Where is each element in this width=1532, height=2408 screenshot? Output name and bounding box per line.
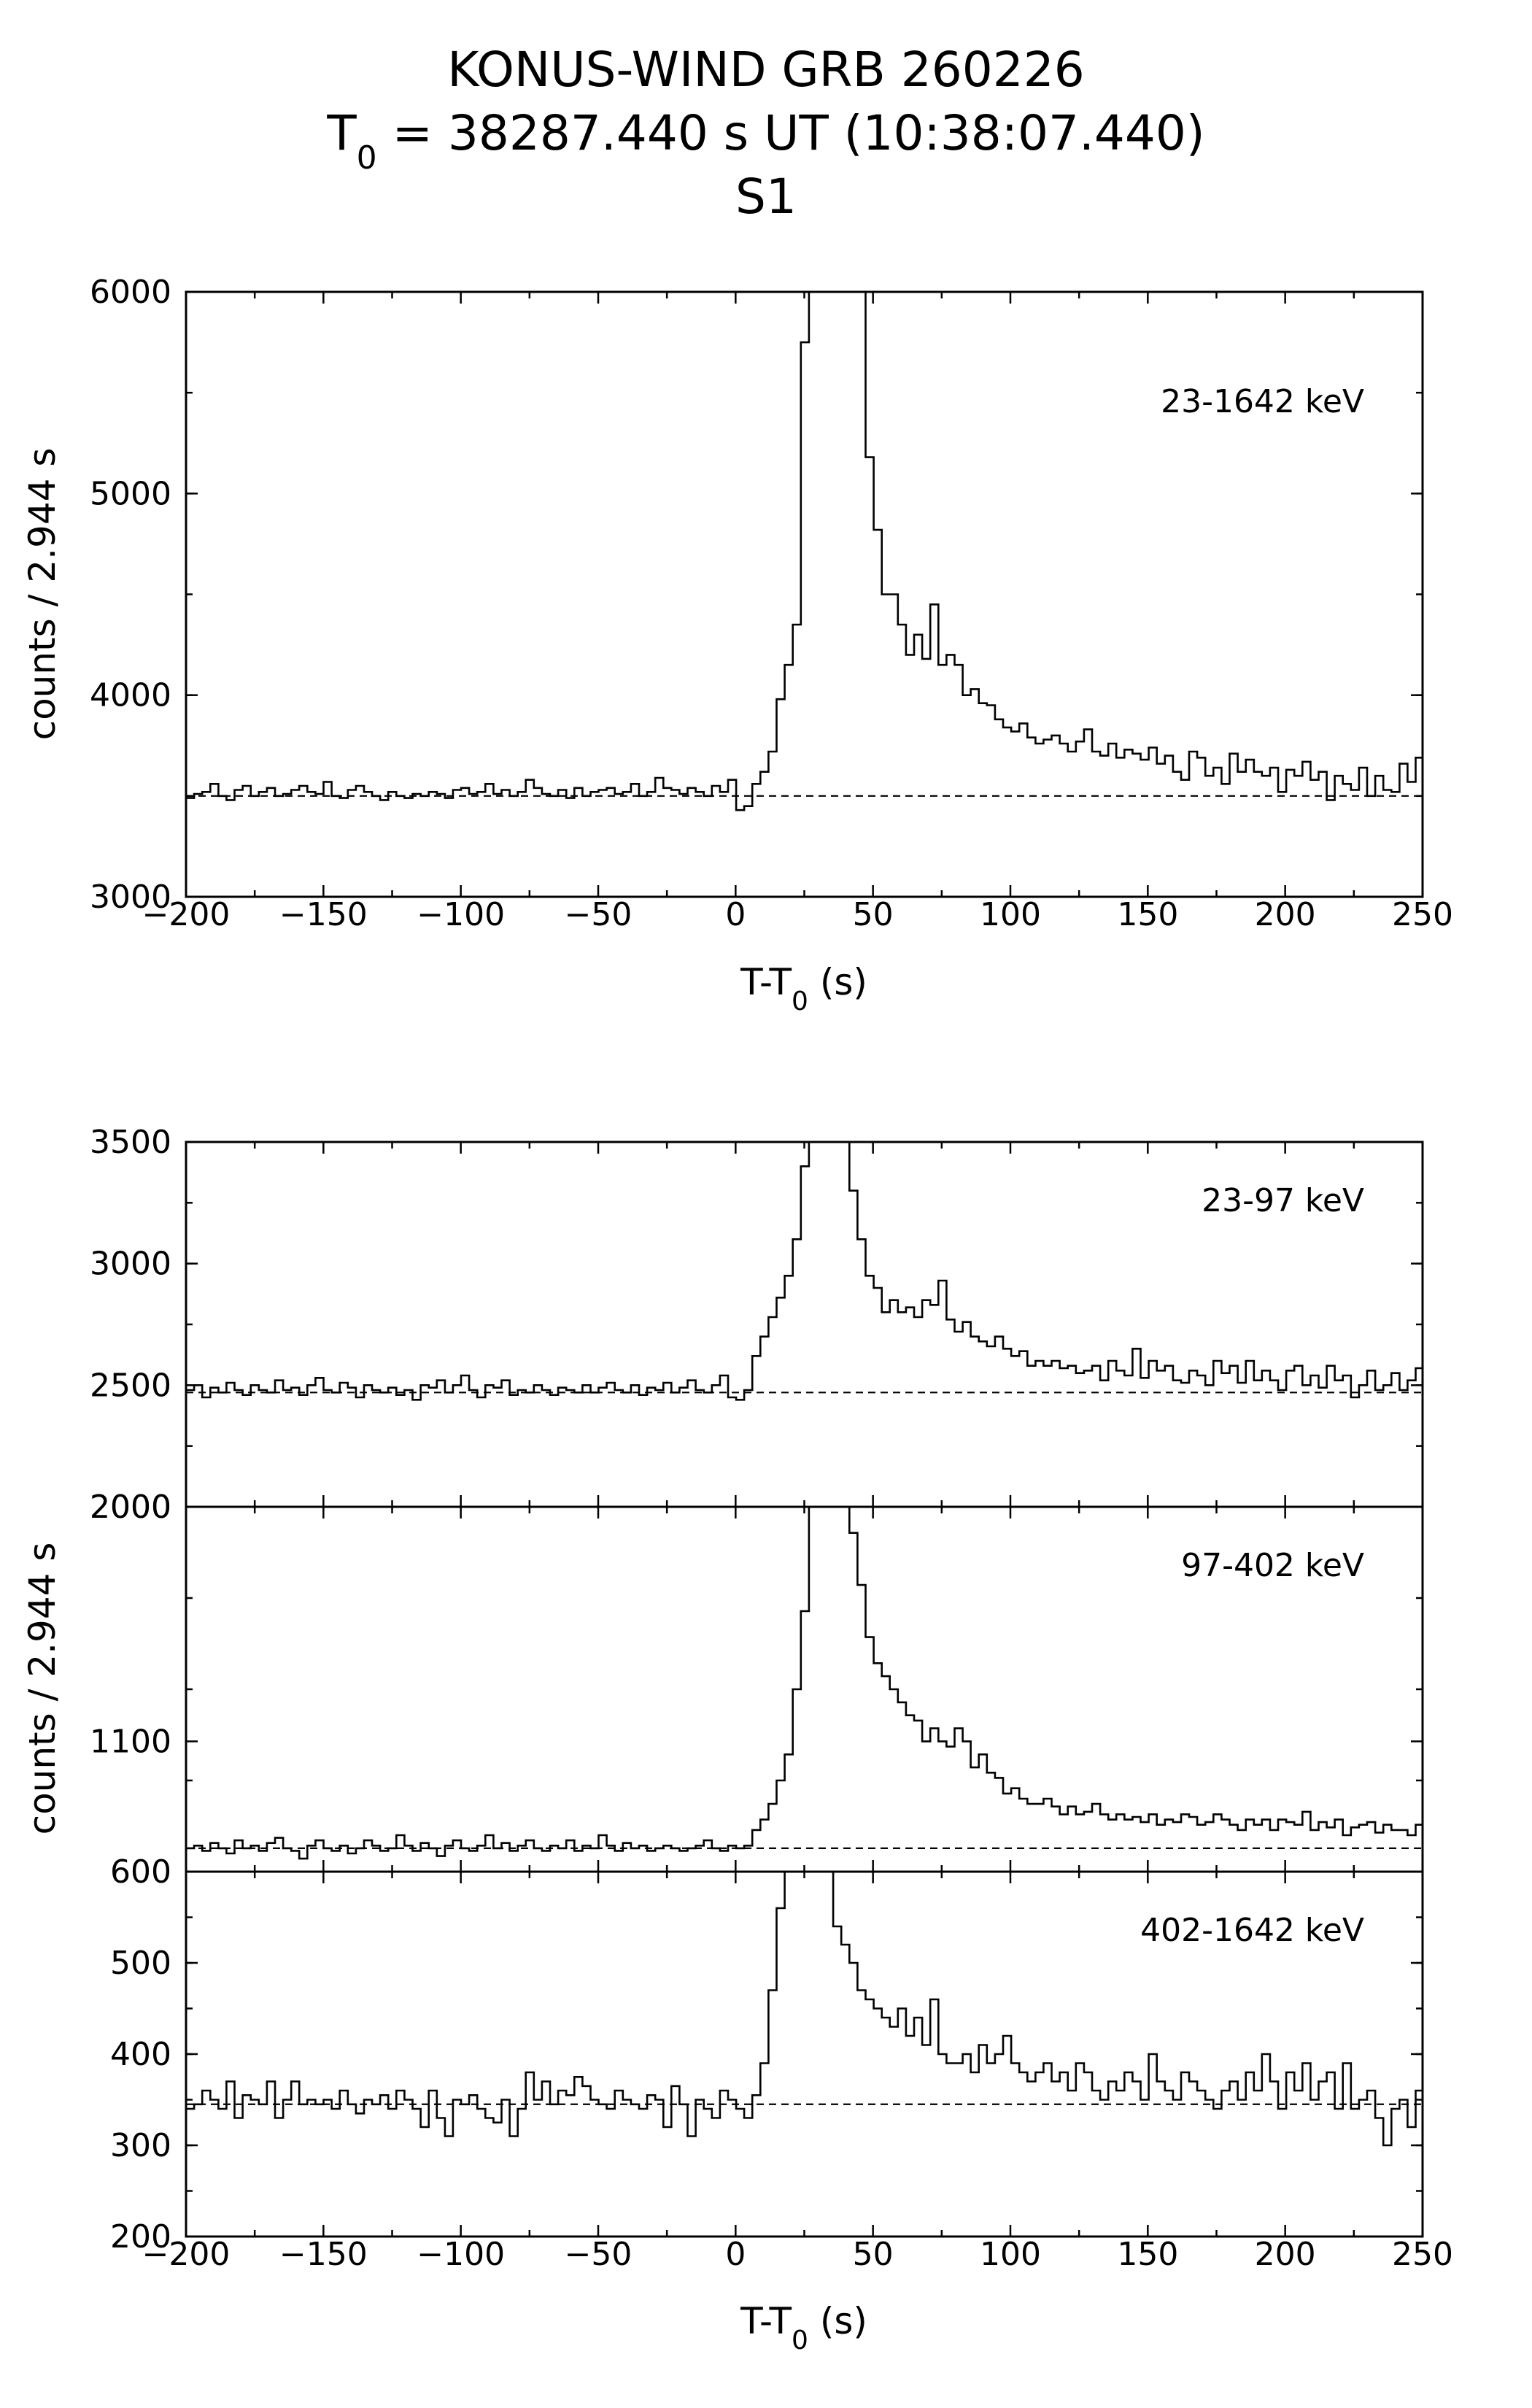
x-tick-label: 250 xyxy=(1392,896,1453,933)
xlabel-top: T-T0 (s) xyxy=(740,961,867,1016)
y-tick-label: 3000 xyxy=(90,879,171,916)
x-tick-label: 50 xyxy=(853,896,894,933)
y-tick-label: 500 xyxy=(110,1945,171,1982)
y-tick-label: 600 xyxy=(110,1853,171,1891)
y-tick-label: 3000 xyxy=(90,1246,171,1283)
x-tick-label: −50 xyxy=(565,2236,632,2273)
x-tick-label: 150 xyxy=(1117,896,1178,933)
figure-title: KONUS-WIND GRB 260226 T0 = 38287.440 s U… xyxy=(326,42,1204,225)
x-tick-label: 0 xyxy=(725,2236,746,2273)
band-label: 23-97 keV xyxy=(1202,1182,1364,1219)
x-tick-label: 50 xyxy=(853,2236,894,2273)
x-tick-label: 100 xyxy=(980,2236,1041,2273)
x-tick-label: 150 xyxy=(1117,2236,1178,2273)
ylabel-top: counts / 2.944 s xyxy=(21,448,63,741)
x-tick-label: 100 xyxy=(980,896,1041,933)
band-label: 97-402 keV xyxy=(1181,1547,1364,1584)
band-label: 402-1642 keV xyxy=(1140,1912,1364,1949)
panel-23-97-kev: 2000 2500 3000 3500 23-97 keV xyxy=(90,1124,1424,1526)
panel-frame xyxy=(185,290,1424,898)
x-tick-label: −150 xyxy=(279,896,368,933)
y-tick-label: 200 xyxy=(110,2218,171,2255)
y-tick-label: 300 xyxy=(110,2127,171,2164)
x-tick-label: −200 xyxy=(142,896,231,933)
ylabel-bottom: counts / 2.944 s xyxy=(21,1543,63,1835)
light-curve-step-line xyxy=(186,290,1423,811)
x-tick-label: 200 xyxy=(1255,2236,1316,2273)
light-curve-step-line xyxy=(186,1141,1423,1401)
panel-frame xyxy=(185,1870,1424,2238)
y-tick-label: 6000 xyxy=(90,274,171,311)
x-tick-label: −50 xyxy=(565,896,632,933)
y-tick-label: 400 xyxy=(110,2036,171,2073)
x-tick-label: 0 xyxy=(725,896,746,933)
x-tick-label: −100 xyxy=(417,896,505,933)
light-curve-step-line xyxy=(186,1505,1423,1860)
y-tick-label: 4000 xyxy=(90,677,171,714)
band-label: 23-1642 keV xyxy=(1161,383,1364,420)
x-tick-label: 200 xyxy=(1255,896,1316,933)
panel-402-1642-kev: −200 −150 −100 −50 0 50 100 150 200 250 200 300 400 5… xyxy=(110,1870,1453,2273)
x-tick-label: −200 xyxy=(142,2236,231,2273)
title-line-3: S1 xyxy=(735,169,797,225)
x-tick-label: −100 xyxy=(417,2236,505,2273)
y-tick-label: 2500 xyxy=(90,1367,171,1404)
panel-marks: −200 −150 −100 −50 0 50 100 150 200 250 3000 4000 50… xyxy=(90,274,1453,933)
panel-97-402-kev: 600 1100 2000 97-402 keV xyxy=(90,1489,1424,1891)
x-tick-label: −150 xyxy=(279,2236,368,2273)
y-tick-label: 2000 xyxy=(90,1489,171,1526)
xlabel-bottom: T-T0 (s) xyxy=(740,2300,867,2355)
panel-marks: 2000 2500 3000 3500 xyxy=(90,1124,1424,1526)
y-tick-label: 2000 xyxy=(90,1489,171,1526)
y-tick-label: 3500 xyxy=(90,1124,171,1161)
y-tick-label: 5000 xyxy=(90,475,171,512)
title-line-2: T0 = 38287.440 s UT (10:38:07.440) xyxy=(326,105,1204,177)
panel-23-1642-kev: −200 −150 −100 −50 0 50 100 150 200 250 3000 4000 50… xyxy=(90,274,1453,933)
y-tick-label: 1100 xyxy=(90,1723,171,1760)
title-line-1: KONUS-WIND GRB 260226 xyxy=(447,42,1084,98)
x-tick-label: 250 xyxy=(1392,2236,1453,2273)
